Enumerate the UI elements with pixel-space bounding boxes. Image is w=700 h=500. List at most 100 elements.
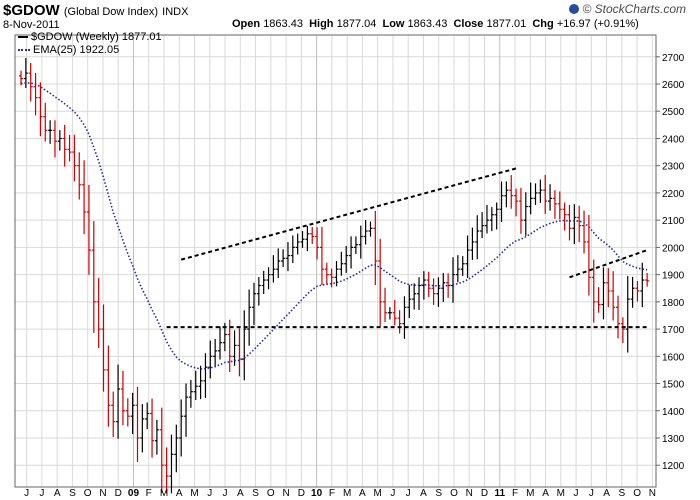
x-tick-label: M bbox=[160, 488, 168, 499]
ohlc-bar bbox=[38, 82, 43, 137]
ohlc-bar bbox=[164, 447, 169, 494]
ohlc-bar bbox=[72, 134, 77, 182]
y-tick-label: 1600 bbox=[662, 352, 685, 363]
ohlc-bar bbox=[120, 370, 125, 426]
ohlc-bar bbox=[271, 255, 276, 283]
ohlc-bar bbox=[504, 181, 509, 208]
ohlc-bar bbox=[285, 242, 290, 272]
low-value: 1863.43 bbox=[407, 18, 448, 30]
ohlc-bar bbox=[159, 407, 164, 493]
grid-lines bbox=[15, 35, 656, 487]
ohlc-bar bbox=[310, 226, 315, 244]
chart-date: 8-Nov-2011 bbox=[3, 19, 60, 31]
ohlc-bar bbox=[528, 182, 533, 215]
y-tick-label: 2500 bbox=[662, 107, 685, 118]
ohlc-bar bbox=[300, 231, 305, 248]
ohlc-bar bbox=[518, 187, 523, 234]
ohlc-bar bbox=[543, 174, 548, 214]
symbol-title: $GDOW (Global Dow Index) INDX bbox=[3, 2, 188, 19]
ohlc-bar bbox=[28, 63, 33, 102]
x-tick-label: J bbox=[390, 488, 395, 499]
x-tick-label: 09 bbox=[128, 488, 140, 499]
brand-text: © StockCharts.com bbox=[582, 2, 686, 16]
ohlc-bar bbox=[465, 235, 470, 278]
ohlc-bar bbox=[557, 191, 562, 220]
ohlc-bar bbox=[43, 102, 48, 142]
ohlc-bar bbox=[640, 262, 645, 308]
ohlc-bar bbox=[567, 204, 572, 241]
y-tick-label: 2700 bbox=[662, 53, 685, 64]
y-tick-label: 1200 bbox=[662, 461, 685, 472]
x-tick-label: A bbox=[237, 488, 244, 499]
x-tick-label: S bbox=[619, 488, 626, 499]
ohlc-bar bbox=[392, 299, 397, 326]
x-tick-label: N bbox=[649, 488, 656, 499]
ohlc-bar bbox=[213, 338, 218, 368]
y-tick-label: 2400 bbox=[662, 134, 685, 145]
ema-line bbox=[20, 81, 648, 370]
ohlc-bar bbox=[616, 295, 621, 339]
ohlc-bar bbox=[397, 310, 402, 334]
ohlc-bar bbox=[242, 310, 247, 381]
ohlc-bar bbox=[582, 210, 587, 254]
chart-legend: $GDOW (Weekly) 1877.01 EMA(25) 1922.05 bbox=[18, 31, 162, 57]
y-tick-label: 1300 bbox=[662, 434, 685, 445]
ohlc-bar bbox=[373, 210, 378, 286]
brand-logo[interactable]: © StockCharts.com bbox=[569, 2, 686, 16]
ohlc-bar bbox=[208, 340, 213, 379]
ohlc-bar bbox=[630, 276, 635, 308]
y-tick-label: 1700 bbox=[662, 325, 685, 336]
ohlc-bar bbox=[625, 276, 630, 353]
ohlc-bar bbox=[324, 262, 329, 285]
ohlc-bar bbox=[188, 379, 193, 408]
chg-label: Chg bbox=[532, 18, 554, 30]
ohlc-bar bbox=[499, 181, 504, 223]
x-tick-label: 11 bbox=[494, 488, 505, 499]
x-tick-label: O bbox=[84, 488, 92, 499]
y-tick-label: 2600 bbox=[662, 80, 685, 91]
ohlc-bar bbox=[91, 221, 96, 333]
ohlc-bar bbox=[77, 152, 82, 200]
x-tick-label: A bbox=[603, 488, 610, 499]
legend-item-ema: EMA(25) 1922.05 bbox=[18, 44, 162, 57]
y-tick-label: 1900 bbox=[662, 271, 685, 282]
ohlc-bar bbox=[514, 188, 519, 217]
ohlc-bar bbox=[484, 205, 489, 234]
ohlc-bar bbox=[33, 72, 38, 116]
y-tick-label: 2200 bbox=[662, 189, 685, 200]
x-tick-label: A bbox=[359, 488, 366, 499]
ohlc-bar bbox=[480, 212, 485, 239]
close-value: 1877.01 bbox=[486, 18, 527, 30]
x-tick-label: J bbox=[39, 488, 44, 499]
y-axis: 1200 1300 1400 1500 1600 1700 1800 1900 2000 2100… bbox=[656, 53, 685, 472]
ohlc-bar bbox=[436, 277, 441, 307]
x-tick-label: J bbox=[24, 488, 29, 499]
ohlc-bar bbox=[591, 259, 596, 323]
ohlc-bar bbox=[552, 190, 557, 219]
ohlc-bar bbox=[523, 192, 528, 236]
symbol: $GDOW bbox=[3, 2, 60, 19]
ohlc-bar bbox=[329, 268, 334, 288]
ohlc-bar bbox=[86, 184, 91, 275]
x-tick-label: D bbox=[115, 488, 122, 499]
x-tick-label: M bbox=[526, 488, 534, 499]
high-value: 1877.04 bbox=[336, 18, 377, 30]
ohlc-bar bbox=[494, 202, 499, 230]
ohlc-bar bbox=[203, 353, 208, 398]
ohlc-bar bbox=[251, 282, 256, 326]
ohlc-bar bbox=[635, 281, 640, 302]
ohlc-bar bbox=[261, 270, 266, 294]
ohlc-bar bbox=[538, 179, 543, 203]
x-tick-label: O bbox=[450, 488, 458, 499]
y-tick-label: 2000 bbox=[662, 243, 685, 254]
x-tick-label: 10 bbox=[311, 488, 323, 499]
x-tick-label: M bbox=[343, 488, 351, 499]
x-tick-label: A bbox=[176, 488, 183, 499]
x-tick-label: F bbox=[512, 488, 518, 499]
ohlc-bar bbox=[281, 249, 286, 267]
x-tick-label: A bbox=[542, 488, 549, 499]
ohlc-bar bbox=[150, 398, 155, 458]
legend-item-price: $GDOW (Weekly) 1877.01 bbox=[18, 31, 162, 44]
high-label: High bbox=[309, 18, 334, 30]
